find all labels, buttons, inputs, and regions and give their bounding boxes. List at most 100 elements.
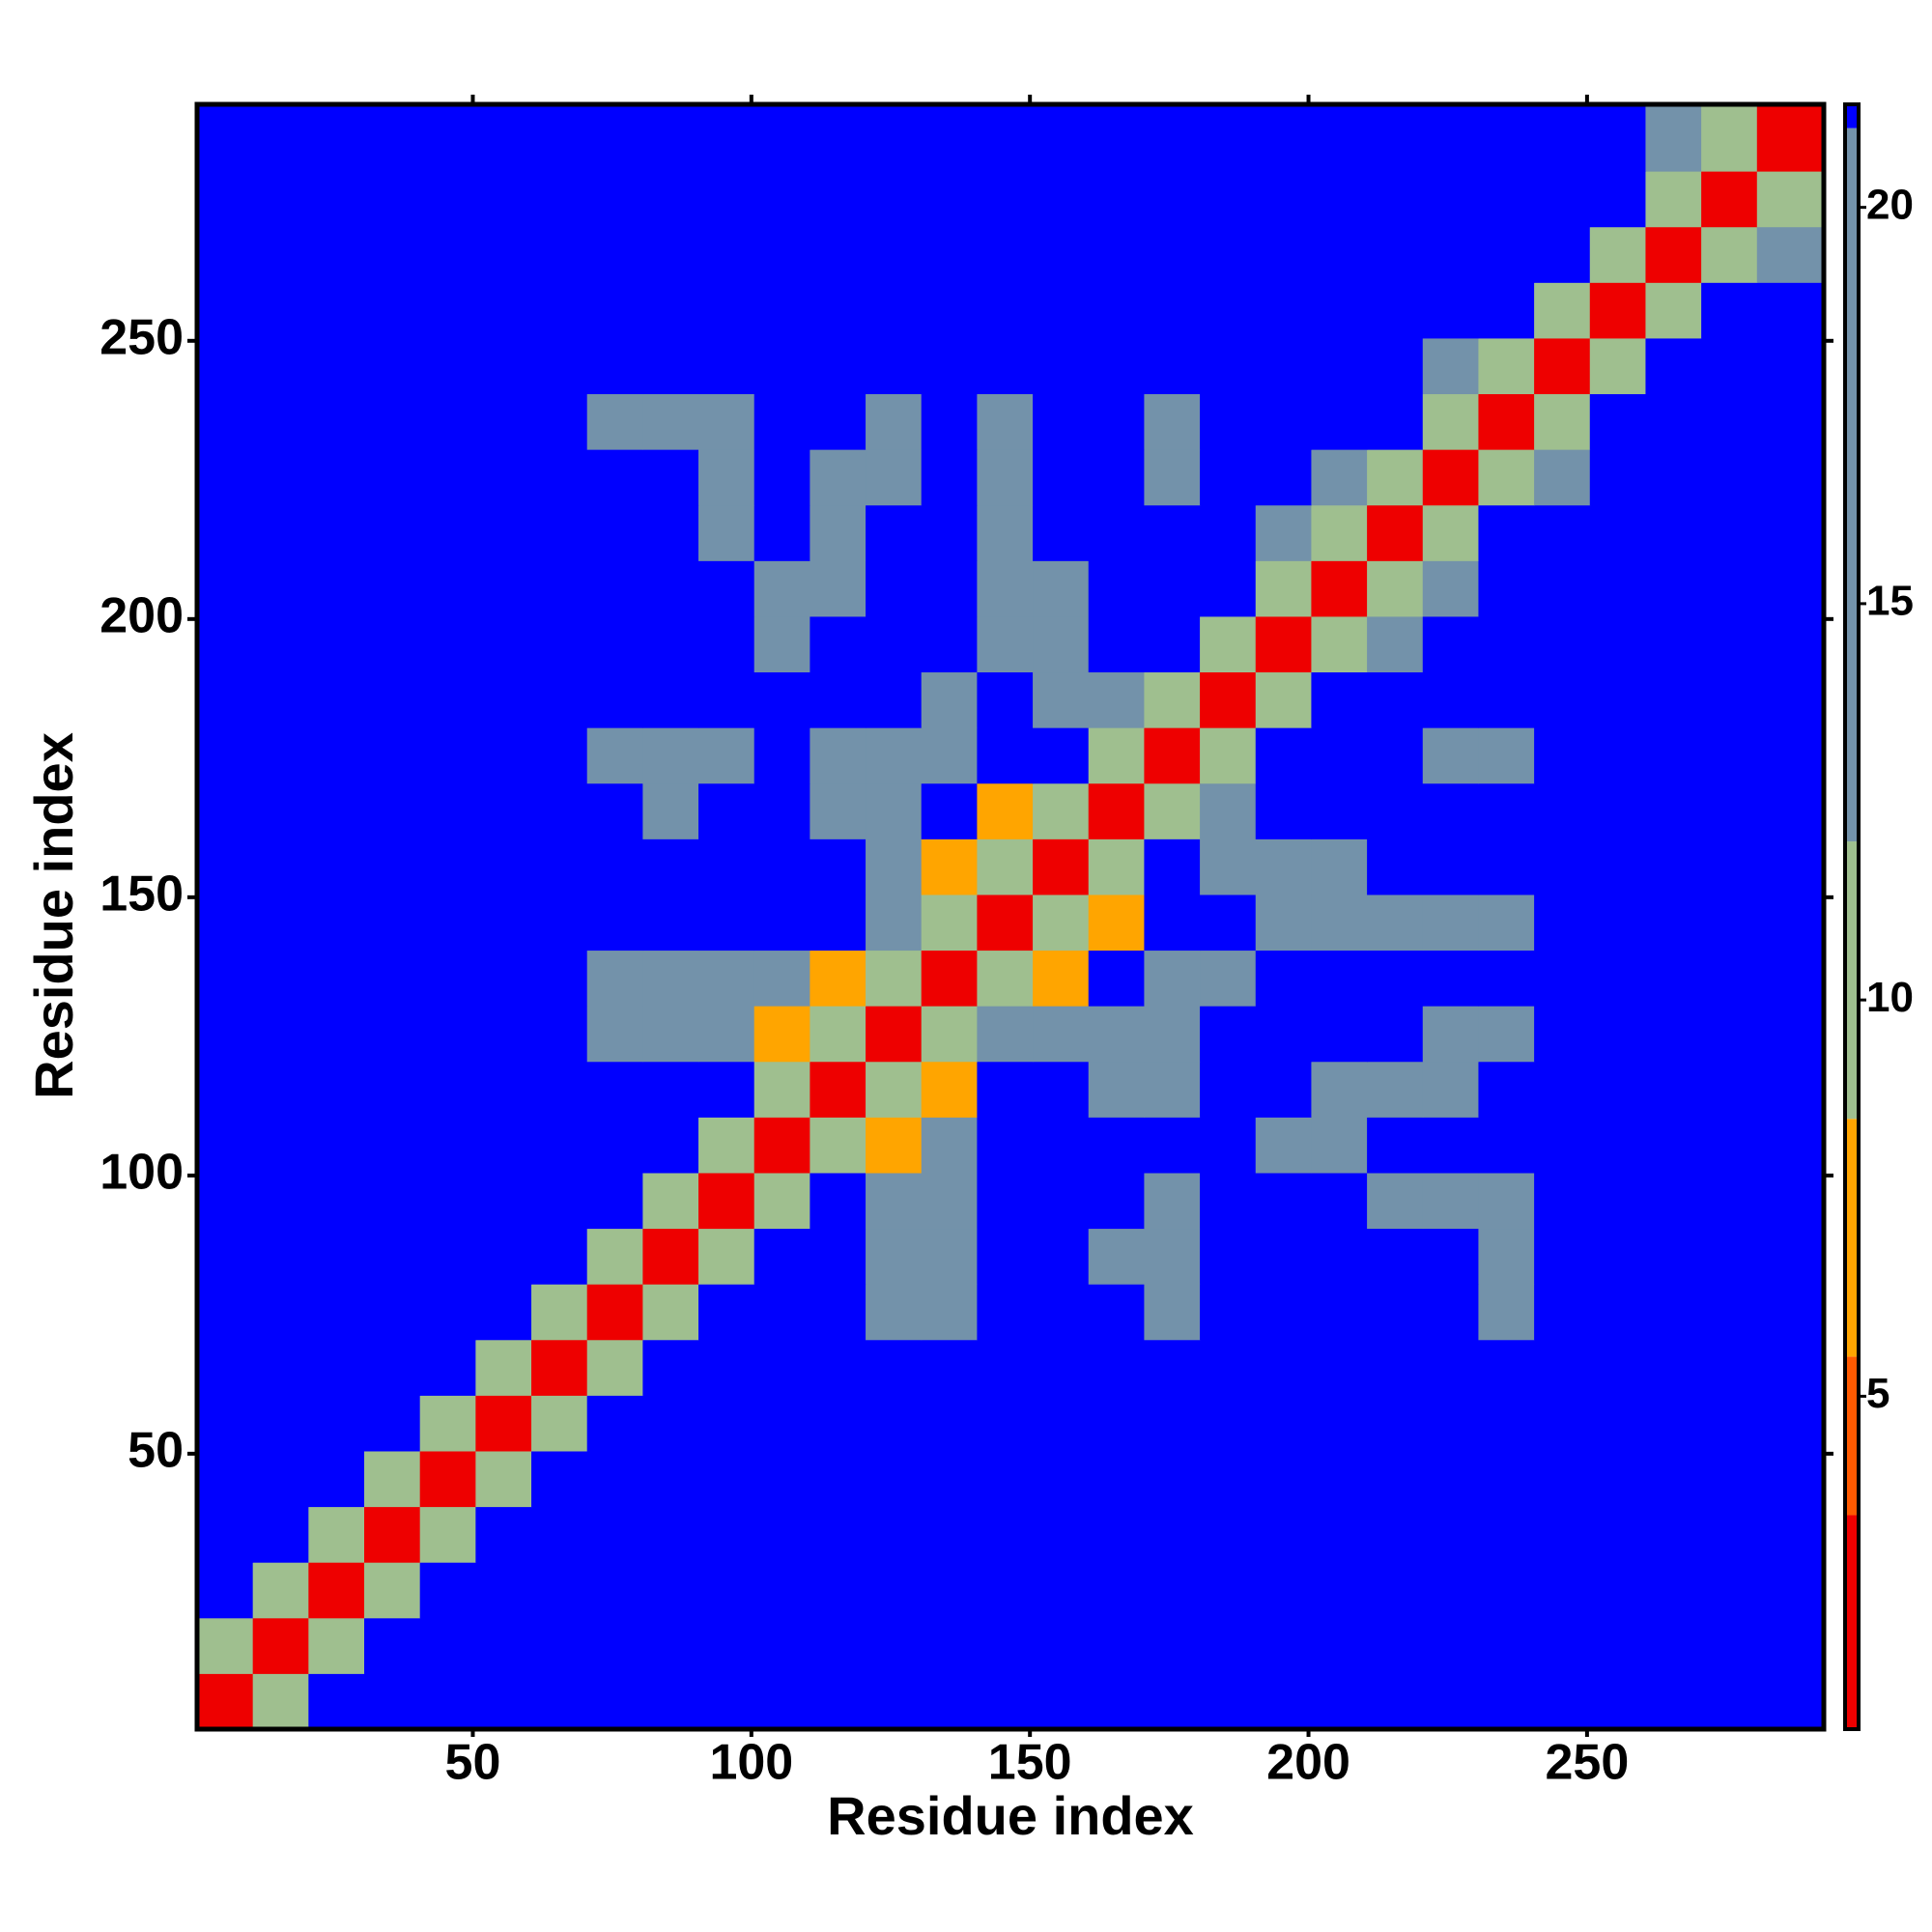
- heatmap-cell: [252, 1228, 309, 1285]
- heatmap-cell: [308, 1562, 365, 1619]
- heatmap-cell: [1756, 171, 1825, 228]
- heatmap-cell: [531, 1506, 588, 1563]
- heatmap-cell: [1756, 1395, 1825, 1452]
- heatmap-cell: [1478, 449, 1535, 506]
- heatmap-cell: [475, 171, 532, 228]
- heatmap-cell: [1645, 449, 1702, 506]
- heatmap-cell: [1422, 282, 1479, 339]
- heatmap-cell: [1534, 1339, 1591, 1396]
- heatmap-cell: [1589, 1450, 1646, 1508]
- heatmap-cell: [1478, 560, 1535, 617]
- heatmap-cell: [1589, 449, 1646, 506]
- heatmap-cell: [1756, 1673, 1825, 1730]
- heatmap-cell: [1367, 727, 1424, 784]
- heatmap-cell: [1200, 615, 1257, 673]
- heatmap-cell: [308, 782, 365, 839]
- heatmap-cell: [1422, 950, 1479, 1007]
- heatmap-cell: [921, 950, 978, 1007]
- heatmap-cell: [1367, 1172, 1424, 1230]
- heatmap-cell: [642, 337, 699, 395]
- heatmap-cell: [252, 337, 309, 395]
- heatmap-cell: [197, 727, 254, 784]
- heatmap-cell: [1088, 1506, 1145, 1563]
- heatmap-cell: [475, 950, 532, 1007]
- heatmap-cell: [1422, 504, 1479, 561]
- heatmap-cell: [1200, 1061, 1257, 1118]
- y-tick-label: 250: [99, 310, 184, 366]
- heatmap-cell: [1756, 1339, 1825, 1396]
- heatmap-cell: [364, 1450, 421, 1508]
- heatmap-cell: [1422, 1228, 1479, 1285]
- heatmap-cell: [810, 449, 867, 506]
- heatmap-cell: [698, 1562, 755, 1619]
- heatmap-cell: [419, 1061, 476, 1118]
- heatmap-cell: [921, 782, 978, 839]
- heatmap-cell: [642, 1450, 699, 1508]
- heatmap-cell: [1478, 226, 1535, 283]
- heatmap-cell: [1200, 838, 1257, 895]
- heatmap-cell: [1589, 226, 1646, 283]
- heatmap-cell: [753, 1450, 810, 1508]
- heatmap-cell: [475, 838, 532, 895]
- heatmap-cell: [1200, 1562, 1257, 1619]
- colorbar-tick-label: 5: [1866, 1370, 1889, 1417]
- heatmap-cell: [1478, 727, 1535, 784]
- heatmap-cell: [977, 449, 1034, 506]
- heatmap-cell: [1589, 282, 1646, 339]
- heatmap-cell: [1756, 1172, 1825, 1230]
- heatmap-cell: [810, 782, 867, 839]
- heatmap-cell: [1589, 1506, 1646, 1563]
- heatmap-cell: [1311, 171, 1368, 228]
- heatmap-cell: [1422, 1506, 1479, 1563]
- heatmap-cell: [1534, 894, 1591, 952]
- heatmap-cell: [419, 727, 476, 784]
- heatmap-cell: [1200, 782, 1257, 839]
- heatmap-cell: [1200, 671, 1257, 728]
- heatmap-cell: [419, 894, 476, 952]
- heatmap-cell: [308, 504, 365, 561]
- heatmap-cell: [1367, 1117, 1424, 1174]
- heatmap-cell: [308, 1506, 365, 1563]
- heatmap-cell: [921, 1117, 978, 1174]
- heatmap-cell: [1255, 393, 1312, 450]
- heatmap-cell: [419, 1506, 476, 1563]
- heatmap-cell: [977, 1562, 1034, 1619]
- heatmap-cell: [1756, 615, 1825, 673]
- heatmap-cell: [1033, 1284, 1090, 1341]
- heatmap-cell: [977, 838, 1034, 895]
- heatmap-cell: [197, 337, 254, 395]
- heatmap-cell: [921, 727, 978, 784]
- heatmap-cell: [1144, 282, 1201, 339]
- heatmap-cell: [642, 894, 699, 952]
- heatmap-cell: [1701, 282, 1758, 339]
- heatmap-cell: [1589, 615, 1646, 673]
- heatmap-cell: [531, 226, 588, 283]
- heatmap-cell: [364, 282, 421, 339]
- heatmap-cell: [1478, 615, 1535, 673]
- heatmap-cell: [1534, 1061, 1591, 1118]
- heatmap-cell: [197, 1339, 254, 1396]
- heatmap-cell: [642, 1228, 699, 1285]
- heatmap-cell: [197, 282, 254, 339]
- heatmap-cell: [1589, 727, 1646, 784]
- heatmap-cell: [1756, 950, 1825, 1007]
- heatmap-cell: [698, 1117, 755, 1174]
- colorbar-frame: [1843, 102, 1861, 1731]
- heatmap-cell: [866, 838, 923, 895]
- heatmap-cell: [1589, 671, 1646, 728]
- heatmap-cell: [1756, 1061, 1825, 1118]
- heatmap-cell: [866, 950, 923, 1007]
- heatmap-cell: [1088, 615, 1145, 673]
- heatmap-cell: [1645, 671, 1702, 728]
- heatmap-cell: [586, 1395, 643, 1452]
- colorbar-segment: [1845, 1356, 1859, 1516]
- heatmap-cell: [1645, 171, 1702, 228]
- heatmap-cell: [475, 1284, 532, 1341]
- heatmap-cell: [1422, 1617, 1479, 1674]
- heatmap-cell: [252, 1117, 309, 1174]
- heatmap-cell: [197, 671, 254, 728]
- heatmap-cell: [753, 282, 810, 339]
- heatmap-cell: [308, 282, 365, 339]
- heatmap-cell: [197, 1006, 254, 1063]
- heatmap-cell: [364, 337, 421, 395]
